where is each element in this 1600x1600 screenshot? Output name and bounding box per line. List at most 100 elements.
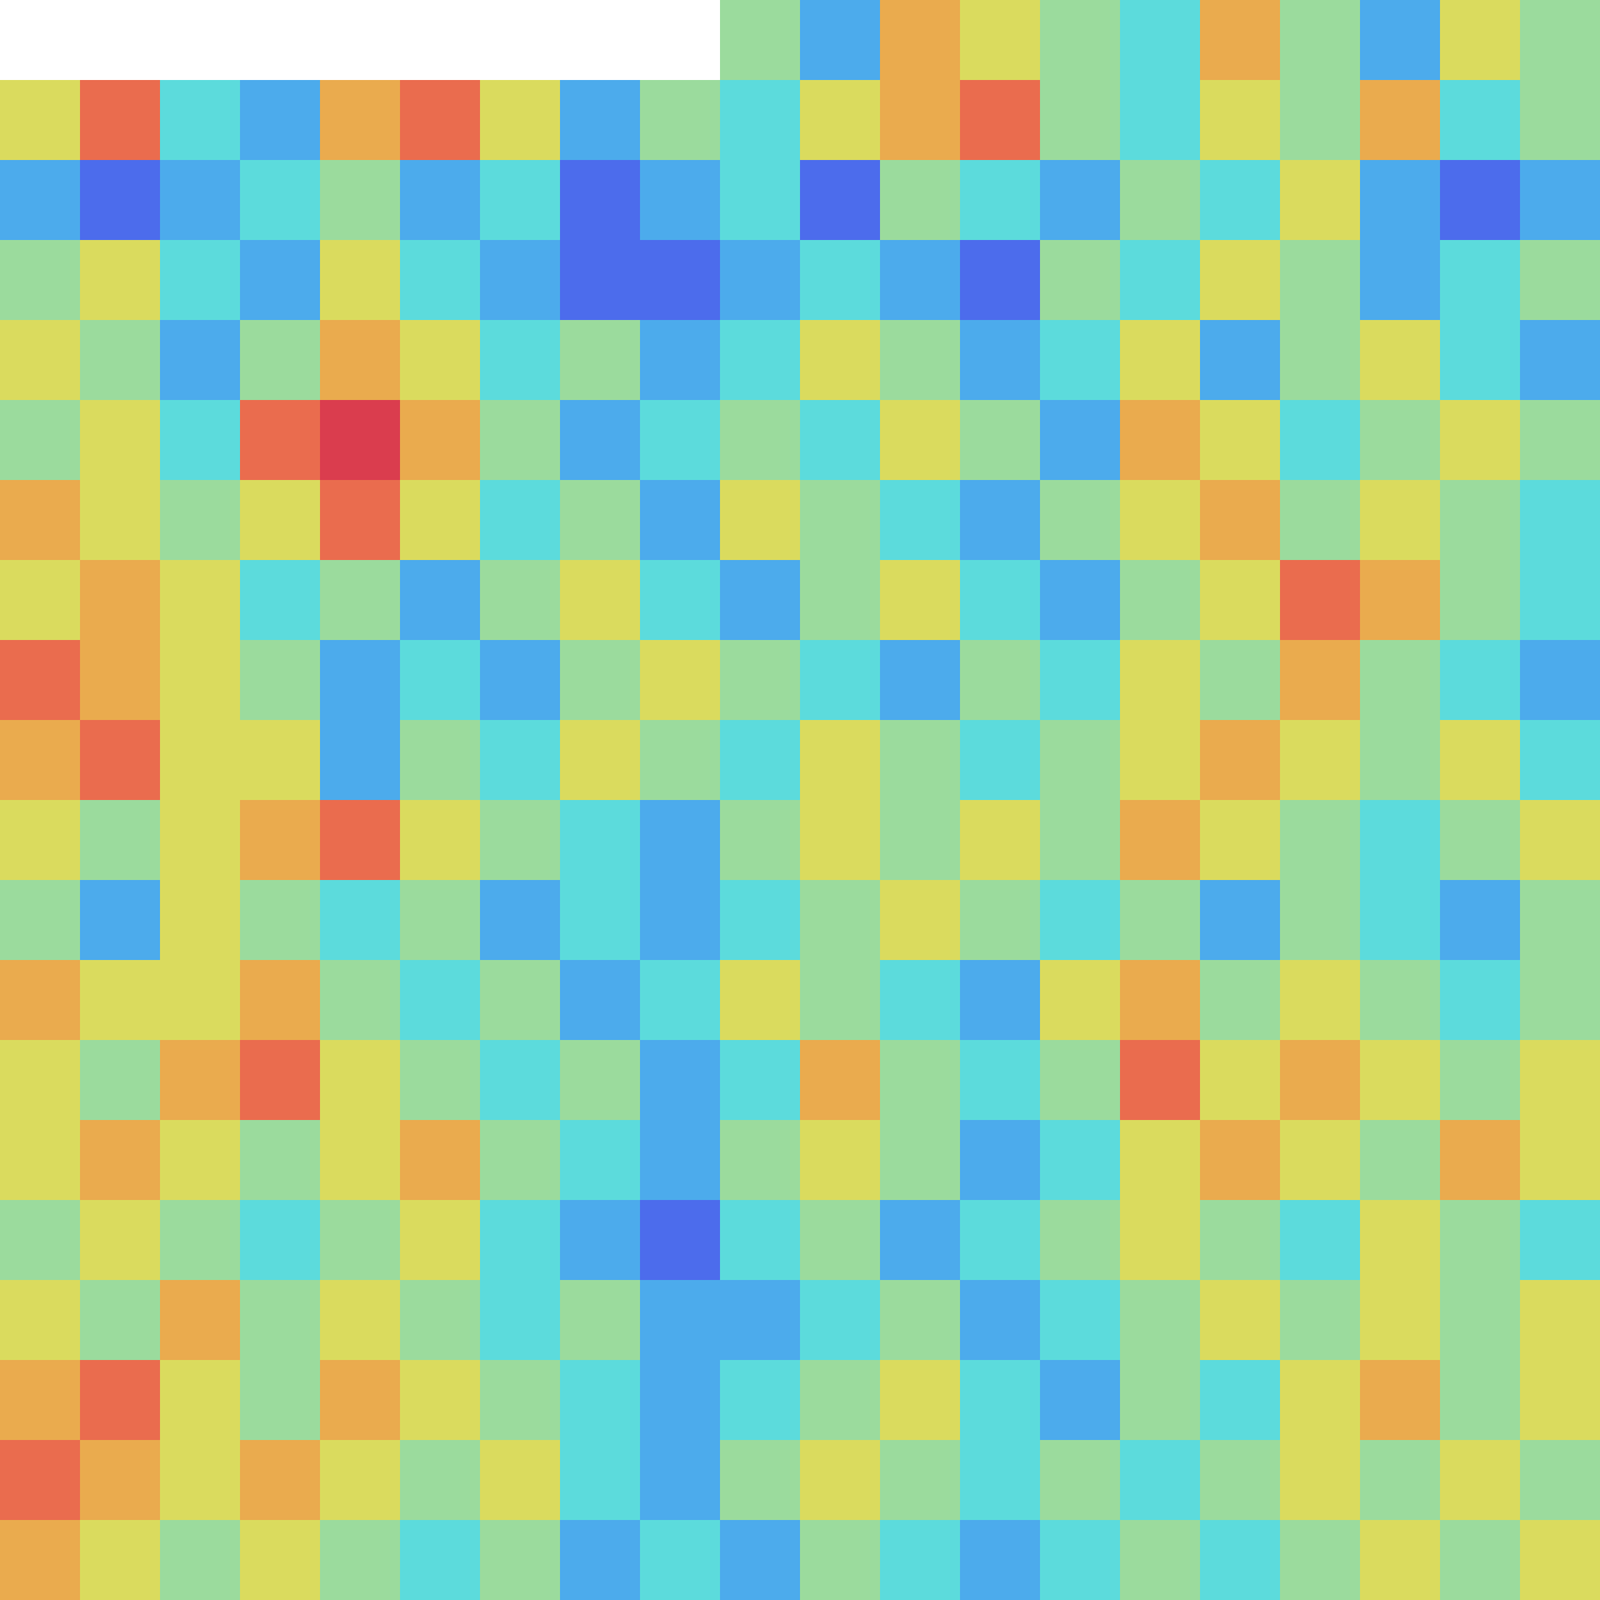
heat-cell <box>1200 1280 1280 1360</box>
heat-cell <box>1120 320 1200 400</box>
heat-cell <box>1520 880 1600 960</box>
heat-cell <box>640 560 720 640</box>
heat-cell <box>800 320 880 400</box>
heat-cell <box>160 800 240 880</box>
heat-cell <box>880 1200 960 1280</box>
heat-cell <box>960 640 1040 720</box>
heat-cell <box>400 240 480 320</box>
heat-cell <box>560 80 640 160</box>
heat-cell <box>1200 400 1280 480</box>
heat-cell <box>640 1360 720 1440</box>
heat-cell <box>160 1280 240 1360</box>
heat-cell <box>320 1040 400 1120</box>
heat-cell <box>160 640 240 720</box>
heat-cell <box>1520 320 1600 400</box>
heat-cell <box>320 80 400 160</box>
heat-cell <box>1200 320 1280 400</box>
heat-cell <box>960 80 1040 160</box>
heat-cell <box>960 400 1040 480</box>
heat-cell <box>960 720 1040 800</box>
heat-cell <box>880 560 960 640</box>
heat-cell <box>720 160 800 240</box>
heat-cell <box>1040 960 1120 1040</box>
heat-cell <box>160 160 240 240</box>
heat-cell <box>0 880 80 960</box>
heat-cell <box>320 640 400 720</box>
heat-cell <box>1200 1520 1280 1600</box>
heat-cell <box>80 240 160 320</box>
heat-cell <box>1040 1040 1120 1120</box>
heat-cell <box>240 720 320 800</box>
heat-cell <box>880 1040 960 1120</box>
heat-cell <box>0 80 80 160</box>
heat-cell <box>960 1520 1040 1600</box>
heat-cell <box>960 960 1040 1040</box>
heat-cell <box>880 1120 960 1200</box>
heat-cell <box>1280 880 1360 960</box>
heat-cell <box>560 1200 640 1280</box>
heat-cell <box>1040 1120 1120 1200</box>
heat-cell <box>1280 480 1360 560</box>
heat-cell <box>1520 1520 1600 1600</box>
heat-cell <box>800 240 880 320</box>
heat-cell <box>480 1360 560 1440</box>
heat-cell <box>880 960 960 1040</box>
heat-cell <box>1200 160 1280 240</box>
heat-cell <box>1200 960 1280 1040</box>
heat-cell <box>240 400 320 480</box>
heat-cell <box>560 880 640 960</box>
heat-cell <box>400 1520 480 1600</box>
heat-cell <box>1520 640 1600 720</box>
heat-cell <box>880 1360 960 1440</box>
slide <box>0 0 1600 1600</box>
heat-cell <box>880 640 960 720</box>
heat-cell <box>640 240 720 320</box>
heat-cell <box>480 560 560 640</box>
heat-cell <box>80 1520 160 1600</box>
heat-cell <box>1520 160 1600 240</box>
heat-cell <box>160 1360 240 1440</box>
heat-cell <box>1440 1360 1520 1440</box>
heat-cell <box>160 1200 240 1280</box>
heat-cell <box>240 640 320 720</box>
heat-cell <box>800 640 880 720</box>
heat-cell <box>320 560 400 640</box>
heat-cell <box>480 720 560 800</box>
heat-cell <box>1520 1120 1600 1200</box>
heat-cell <box>1440 1280 1520 1360</box>
heat-cell <box>1360 1120 1440 1200</box>
heat-cell <box>400 480 480 560</box>
heat-cell <box>1440 160 1520 240</box>
heat-cell <box>800 160 880 240</box>
heat-cell <box>640 320 720 400</box>
heat-cell <box>1360 880 1440 960</box>
heat-cell <box>800 1440 880 1520</box>
heat-cell <box>640 1520 720 1600</box>
heat-cell <box>560 1440 640 1520</box>
heat-cell <box>1120 880 1200 960</box>
heat-cell <box>800 1360 880 1440</box>
heat-cell <box>480 160 560 240</box>
heat-cell <box>560 560 640 640</box>
heat-cell <box>1040 720 1120 800</box>
heat-cell <box>1040 1440 1120 1520</box>
heat-cell <box>240 1200 320 1280</box>
heat-cell <box>1120 80 1200 160</box>
heat-cell <box>720 0 800 80</box>
heat-cell <box>240 1280 320 1360</box>
heat-cell <box>1280 320 1360 400</box>
heat-cell <box>1360 240 1440 320</box>
heat-cell <box>1280 1200 1360 1280</box>
heat-cell <box>80 1440 160 1520</box>
heat-cell <box>720 800 800 880</box>
heat-cell <box>1200 880 1280 960</box>
heat-cell <box>1280 240 1360 320</box>
heat-cell <box>640 1040 720 1120</box>
heat-cell <box>160 1040 240 1120</box>
heat-cell <box>720 1520 800 1600</box>
heat-cell <box>160 1520 240 1600</box>
heat-cell <box>800 720 880 800</box>
heat-cell <box>480 800 560 880</box>
heat-cell <box>1520 480 1600 560</box>
heat-cell <box>800 1280 880 1360</box>
